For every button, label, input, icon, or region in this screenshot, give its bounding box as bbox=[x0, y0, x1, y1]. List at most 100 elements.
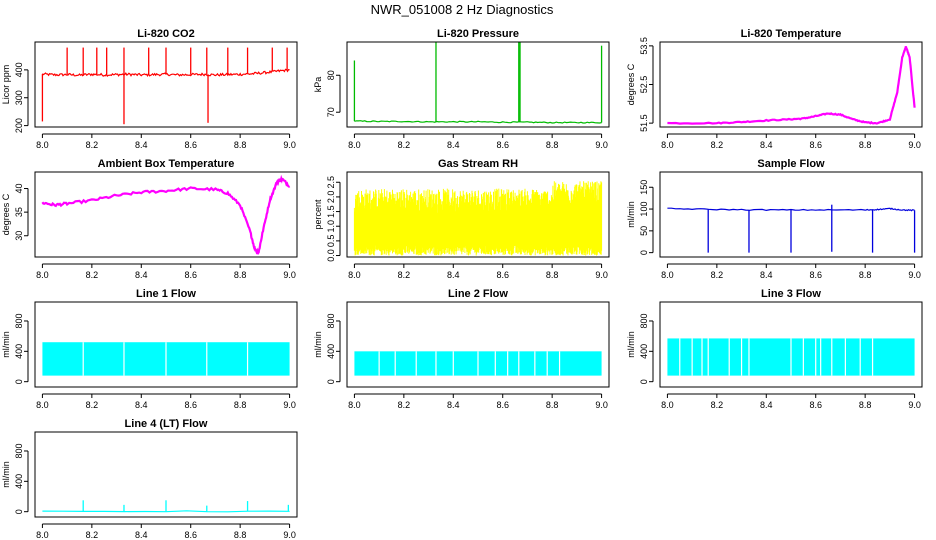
x-tick-label: 8.2 bbox=[398, 140, 411, 150]
plot-frame bbox=[34, 301, 298, 388]
data-layer bbox=[667, 338, 915, 376]
panel-temperature: Li-820 Temperature 8.0 8.2 8.4 8.6 8.8 9.0 51.5… bbox=[626, 28, 923, 150]
y-tick-label: 0.0 bbox=[326, 249, 336, 262]
y-tick-label: 40 bbox=[14, 184, 24, 194]
data-layer bbox=[41, 174, 291, 255]
panel-title: Line 1 Flow bbox=[136, 288, 196, 300]
data-layer bbox=[353, 181, 603, 256]
x-tick-label: 8.6 bbox=[184, 140, 197, 150]
series-line bbox=[667, 207, 915, 212]
x-tick-label: 8.8 bbox=[859, 400, 872, 410]
y-tick-label: 50 bbox=[639, 226, 649, 236]
plot-frame bbox=[659, 171, 923, 258]
panel-title: Li-820 Pressure bbox=[437, 28, 519, 40]
x-tick-label: 8.2 bbox=[86, 400, 99, 410]
plot-frame bbox=[34, 171, 298, 258]
x-tick-label: 9.0 bbox=[908, 140, 921, 150]
panel-rh: Gas Stream RH 8.0 8.2 8.4 8.6 8.8 9.0 0.00.5 1.0… bbox=[313, 158, 610, 280]
y-tick-label: 1.0 bbox=[326, 220, 336, 233]
x-tick-label: 8.2 bbox=[711, 400, 724, 410]
x-tick-label: 8.6 bbox=[496, 270, 509, 280]
y-tick-label: 1.5 bbox=[326, 205, 336, 218]
x-tick-label: 9.0 bbox=[908, 400, 921, 410]
y-axis-label: Licor ppm bbox=[1, 65, 11, 105]
y-tick-label: 100 bbox=[639, 202, 649, 217]
y-tick-label: 0.5 bbox=[326, 235, 336, 248]
data-layer bbox=[353, 42, 603, 124]
y-tick-label: 0 bbox=[326, 379, 336, 384]
plot-frame bbox=[346, 301, 610, 388]
x-tick-label: 8.2 bbox=[711, 270, 724, 280]
panel-sampleflow: Sample Flow 8.0 8.2 8.4 8.6 8.8 9.0 0 50 100 150ml… bbox=[626, 158, 923, 280]
y-tick-label: 800 bbox=[326, 313, 336, 328]
x-tick-label: 8.8 bbox=[234, 270, 247, 280]
y-axis-label: degrees C bbox=[626, 63, 636, 105]
y-tick-label: 800 bbox=[639, 313, 649, 328]
x-tick-label: 8.4 bbox=[760, 400, 773, 410]
y-axis: 0 400 800 bbox=[14, 313, 29, 384]
panel-ambient: Ambient Box Temperature 8.0 8.2 8.4 8.6 8.8 9.… bbox=[1, 158, 298, 280]
y-tick-label: 0 bbox=[639, 250, 649, 255]
x-tick-label: 8.0 bbox=[36, 270, 49, 280]
panel-title: Li-820 Temperature bbox=[741, 28, 842, 40]
panel-co2: Li-820 CO2 8.0 8.2 8.4 8.6 8.8 9.0 200 300 400Lic… bbox=[1, 28, 298, 150]
panel-line4: Line 4 (LT) Flow 8.0 8.2 8.4 8.6 8.8 9.0 0 400 80… bbox=[1, 418, 298, 540]
x-tick-label: 8.8 bbox=[546, 140, 559, 150]
panel-line3: Line 3 Flow 8.0 8.2 8.4 8.6 8.8 9.0 0 400 800ml/m… bbox=[626, 288, 923, 410]
x-tick-label: 8.8 bbox=[234, 140, 247, 150]
x-tick-label: 9.0 bbox=[595, 400, 608, 410]
x-tick-label: 8.0 bbox=[36, 400, 49, 410]
x-axis: 8.0 8.2 8.4 8.6 8.8 9.0 bbox=[36, 523, 296, 540]
data-layer bbox=[41, 47, 290, 125]
x-tick-label: 8.2 bbox=[711, 140, 724, 150]
y-axis: 51.5 52.5 53.5 bbox=[639, 37, 654, 132]
x-axis: 8.0 8.2 8.4 8.6 8.8 9.0 bbox=[661, 133, 921, 150]
x-tick-label: 8.4 bbox=[447, 270, 460, 280]
x-tick-label: 8.4 bbox=[135, 140, 148, 150]
x-tick-label: 8.2 bbox=[86, 140, 99, 150]
panel-title: Li-820 CO2 bbox=[137, 28, 194, 40]
y-tick-label: 30 bbox=[14, 231, 24, 241]
y-axis: 0 400 800 bbox=[14, 443, 29, 514]
series-line bbox=[42, 510, 290, 513]
x-tick-label: 8.4 bbox=[760, 270, 773, 280]
series-line bbox=[667, 46, 916, 125]
y-tick-label: 400 bbox=[326, 344, 336, 359]
data-layer bbox=[667, 46, 916, 125]
y-axis-label: kPa bbox=[313, 77, 323, 93]
x-tick-label: 8.6 bbox=[809, 400, 822, 410]
plot-frame bbox=[346, 171, 610, 258]
y-axis-label: ml/min bbox=[626, 201, 636, 228]
x-tick-label: 8.8 bbox=[859, 270, 872, 280]
x-tick-label: 8.4 bbox=[135, 400, 148, 410]
x-tick-label: 8.8 bbox=[859, 140, 872, 150]
y-tick-label: 35 bbox=[14, 207, 24, 217]
x-tick-label: 8.0 bbox=[661, 140, 674, 150]
y-tick-label: 2.5 bbox=[326, 176, 336, 189]
y-axis-label: ml/min bbox=[626, 331, 636, 358]
plot-frame bbox=[659, 41, 923, 128]
x-tick-label: 8.2 bbox=[86, 530, 99, 540]
data-layer bbox=[667, 204, 916, 253]
series-noise-band bbox=[353, 181, 603, 256]
y-axis-label: ml/min bbox=[1, 331, 11, 358]
plot-frame bbox=[346, 41, 610, 128]
y-tick-label: 0 bbox=[639, 379, 649, 384]
y-tick-label: 400 bbox=[639, 344, 649, 359]
plot-frame bbox=[34, 41, 298, 128]
x-axis: 8.0 8.2 8.4 8.6 8.8 9.0 bbox=[661, 263, 921, 280]
x-tick-label: 9.0 bbox=[283, 400, 296, 410]
data-layer bbox=[42, 342, 290, 376]
y-tick-label: 0 bbox=[14, 379, 24, 384]
x-axis: 8.0 8.2 8.4 8.6 8.8 9.0 bbox=[36, 393, 296, 410]
x-tick-label: 9.0 bbox=[283, 530, 296, 540]
x-tick-label: 8.2 bbox=[86, 270, 99, 280]
y-axis: 30 35 40 bbox=[14, 184, 29, 241]
x-tick-label: 8.0 bbox=[348, 400, 361, 410]
x-tick-label: 8.6 bbox=[184, 400, 197, 410]
y-tick-label: 0 bbox=[14, 509, 24, 514]
plot-frame bbox=[34, 431, 298, 518]
x-axis: 8.0 8.2 8.4 8.6 8.8 9.0 bbox=[348, 393, 608, 410]
